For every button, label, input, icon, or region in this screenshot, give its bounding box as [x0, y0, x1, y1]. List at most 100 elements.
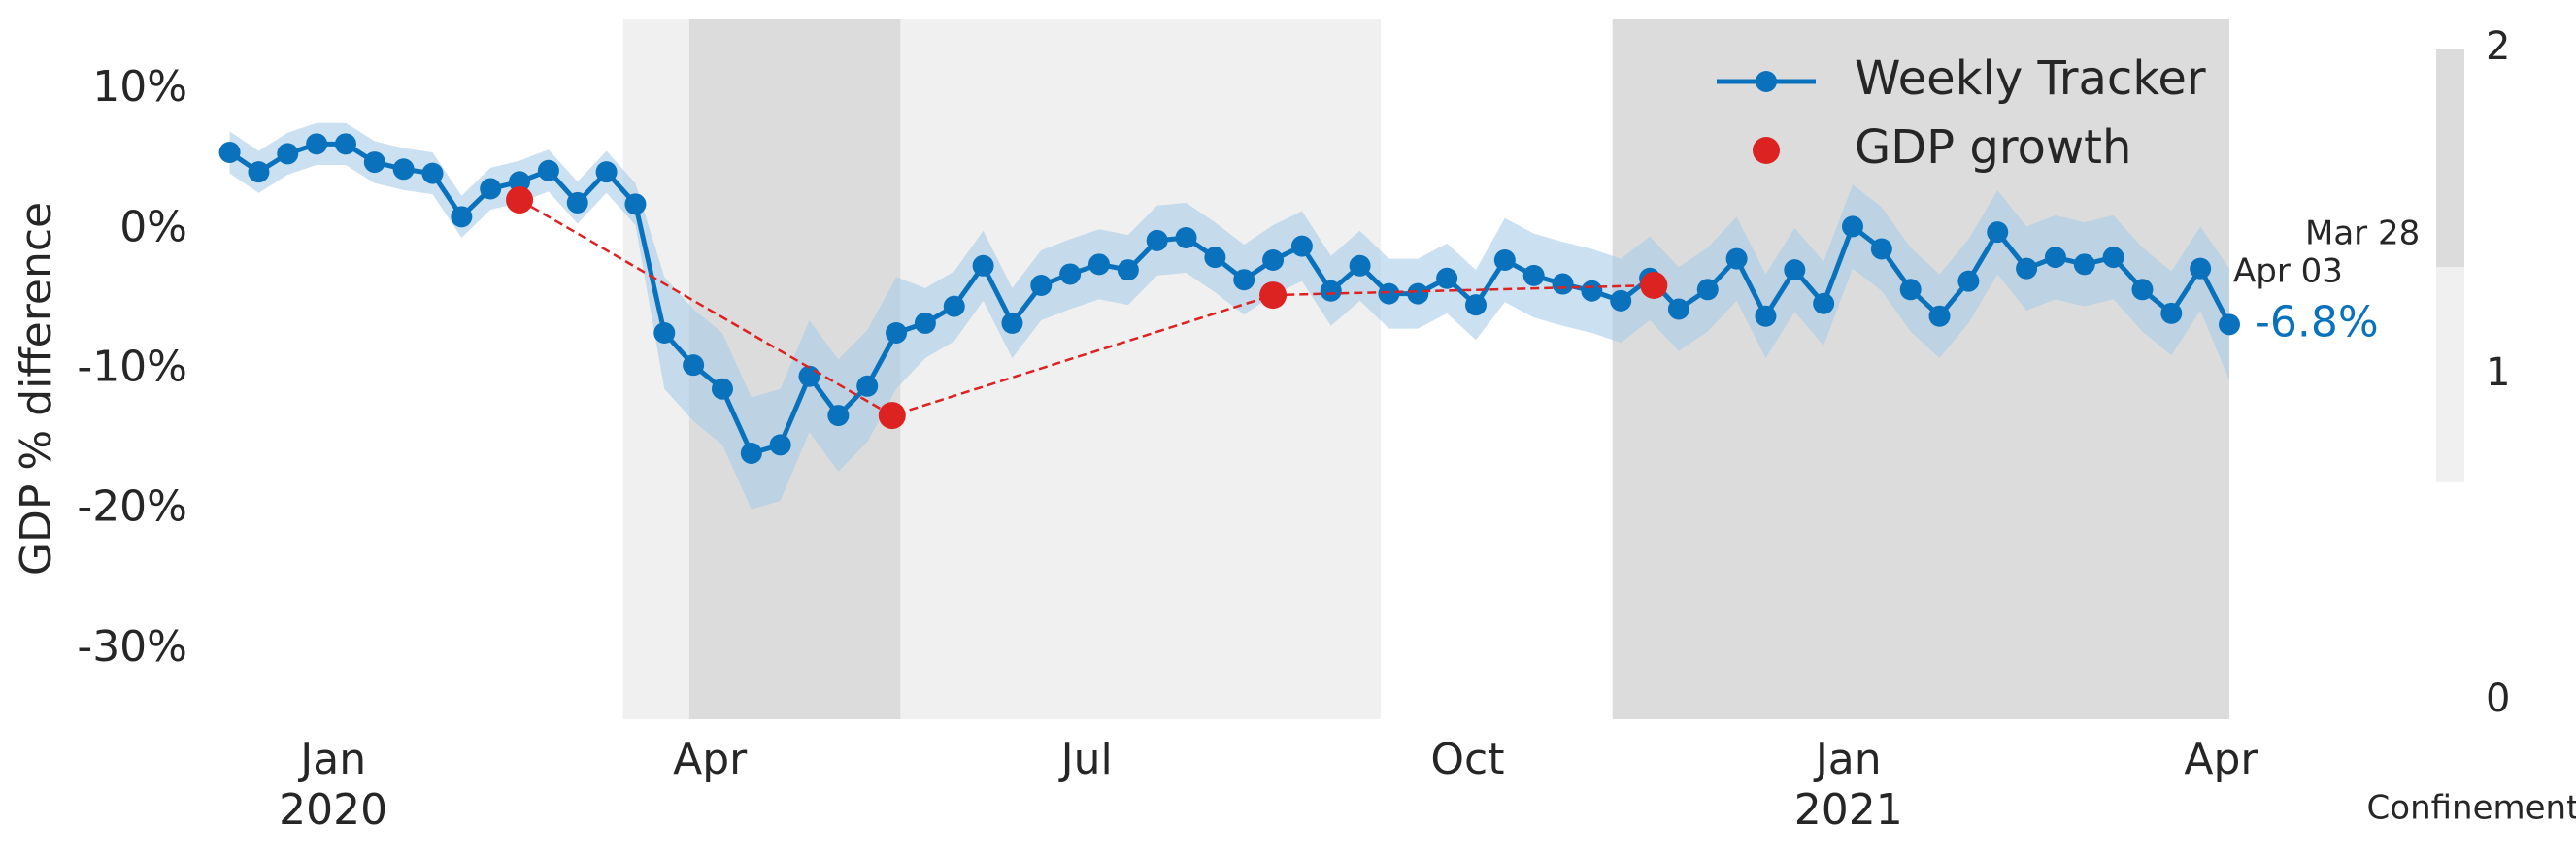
- y-tick-label: 10%: [92, 62, 187, 112]
- tracker-point: [2016, 257, 2038, 280]
- gdp-point: [1259, 281, 1288, 310]
- tracker-point: [798, 365, 820, 387]
- tracker-point: [1030, 274, 1053, 296]
- tracker-point: [2219, 313, 2240, 336]
- tracker-point: [277, 143, 299, 165]
- tracker-point: [1349, 254, 1371, 277]
- tracker-point: [480, 178, 502, 200]
- tracker-point: [1204, 247, 1226, 269]
- colorbar-tick-label: 0: [2486, 676, 2510, 721]
- tracker-point: [1117, 259, 1139, 281]
- y-tick-label: -30%: [77, 622, 187, 672]
- x-tick-label: Jul: [1058, 735, 1113, 784]
- legend-label: GDP growth: [1855, 120, 2131, 175]
- tracker-point: [827, 405, 850, 427]
- tracker-point: [363, 151, 385, 174]
- tracker-point: [1552, 273, 1574, 295]
- colorbar-segment: [2436, 49, 2464, 268]
- last-week-end: Apr 03: [2233, 252, 2343, 291]
- tracker-point: [1087, 253, 1110, 276]
- tracker-point: [421, 162, 444, 184]
- tracker-point: [1464, 294, 1487, 316]
- legend-marker: [1753, 137, 1780, 164]
- tracker-point: [2073, 253, 2095, 276]
- confinement-region: [1612, 19, 2229, 719]
- tracker-point: [1610, 289, 1632, 312]
- x-tick-label: Jan: [297, 735, 366, 784]
- tracker-point: [1522, 264, 1545, 286]
- tracker-point: [943, 295, 965, 317]
- tracker-point: [711, 378, 733, 400]
- y-tick-label: 0%: [119, 202, 187, 251]
- tracker-point: [769, 434, 791, 456]
- tracker-point: [306, 133, 328, 155]
- tracker-point: [1784, 259, 1806, 281]
- tracker-point: [886, 322, 908, 345]
- legend-marker: [1756, 71, 1777, 92]
- gdp-line: [519, 198, 1655, 417]
- confidence-band: [229, 122, 2230, 510]
- tracker-point: [509, 171, 531, 193]
- tracker-point: [1493, 249, 1516, 272]
- tracker-point: [392, 158, 415, 181]
- tracker-point: [1725, 247, 1748, 270]
- tracker-point: [2044, 247, 2066, 269]
- tracker-point: [653, 322, 676, 345]
- last-week-start: Mar 28: [2305, 214, 2420, 253]
- tracker-point: [2160, 302, 2183, 324]
- legend-label: Weekly Tracker: [1855, 51, 2206, 106]
- tracker-point: [1813, 292, 1835, 314]
- tracker-point: [1175, 226, 1197, 248]
- tracker-point: [1667, 298, 1689, 320]
- x-tick-label: Jan: [1813, 735, 1882, 784]
- tracker-point: [1378, 282, 1400, 305]
- x-tick-label: Apr: [2184, 735, 2258, 784]
- tracker-point: [1233, 269, 1255, 291]
- tracker-point: [1407, 282, 1429, 305]
- tracker-point: [1146, 229, 1168, 251]
- tracker-point: [972, 254, 994, 277]
- value-label: -6.8%: [2255, 297, 2379, 346]
- gdp-point: [878, 402, 906, 430]
- y-axis-label: GDP % difference: [12, 202, 61, 576]
- tracker-point: [1928, 305, 1951, 327]
- colorbar-segment: [2436, 267, 2464, 482]
- colorbar-tick-label: 2: [2486, 24, 2510, 69]
- tracker-point: [334, 133, 356, 155]
- tracker-line: [228, 141, 2232, 456]
- tracker-point: [1320, 280, 1342, 302]
- y-tick-label: -20%: [77, 482, 187, 532]
- tracker-point: [1899, 279, 1922, 301]
- tracker-point: [1870, 238, 1892, 260]
- tracker-point: [1001, 312, 1023, 334]
- tracker-point: [1696, 279, 1719, 301]
- gdp-point: [1640, 271, 1668, 299]
- tracker-point: [2190, 257, 2212, 280]
- tracker-point: [1262, 249, 1285, 272]
- y-tick-label: -10%: [77, 343, 187, 392]
- tracker-point: [451, 206, 473, 228]
- tracker-point: [1957, 270, 1980, 292]
- colorbar-tick-label: 1: [2486, 350, 2510, 395]
- tracker-point: [248, 161, 270, 183]
- x-tick-label: Oct: [1430, 735, 1504, 784]
- tracker-point: [1436, 267, 1458, 289]
- x-tick-label: Apr: [673, 735, 748, 784]
- tracker-point: [218, 141, 241, 163]
- tracker-point: [1059, 263, 1082, 285]
- tracker-point: [595, 161, 618, 183]
- tracker-point: [740, 443, 762, 465]
- x-tick-year: 2021: [1794, 785, 1903, 835]
- tracker-point: [624, 193, 647, 215]
- tracker-point: [1290, 235, 1313, 257]
- tracker-point: [1841, 215, 1863, 238]
- tracker-point: [537, 159, 559, 181]
- tracker-point: [1987, 221, 2009, 244]
- gdp-point: [506, 186, 534, 214]
- tracker-point: [1581, 280, 1603, 302]
- colorbar-label: Confinement: [2367, 789, 2576, 828]
- tracker-point: [856, 375, 879, 397]
- tracker-point: [2131, 279, 2154, 301]
- tracker-point: [914, 312, 936, 334]
